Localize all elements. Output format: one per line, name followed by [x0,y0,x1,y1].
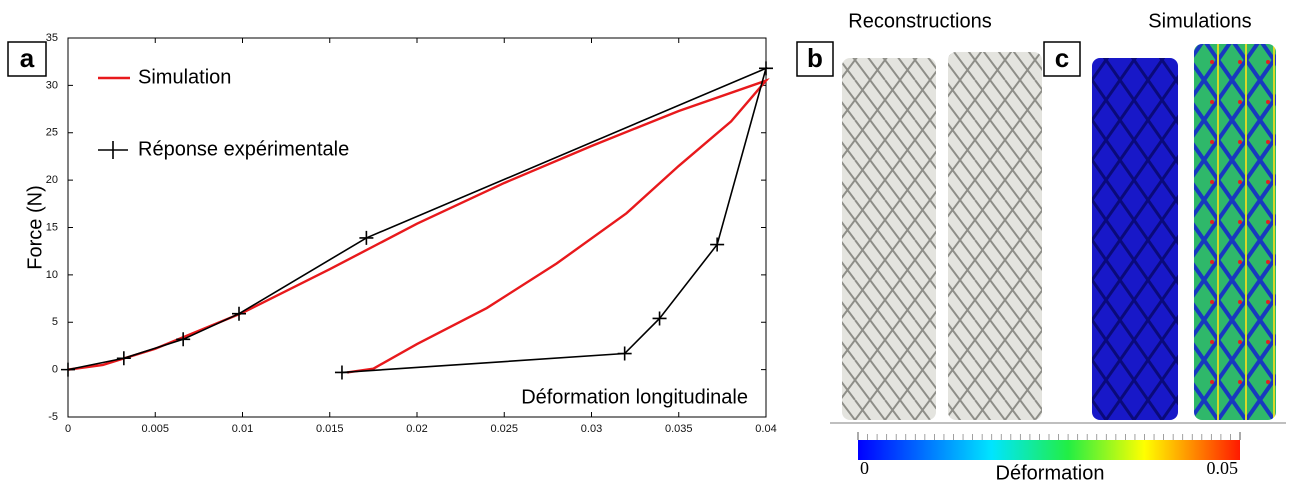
y-tick-label: 15 [46,221,58,233]
panel-label-box [7,41,47,77]
panel-label: a [20,43,35,73]
braid-image [948,52,1042,420]
panel-label-box [796,41,834,77]
data-marker [617,346,632,361]
data-marker [176,332,191,347]
data-marker [652,311,667,326]
y-axis-label: Force (N) [24,185,46,269]
data-marker [61,362,75,377]
y-tick-label: -5 [48,411,58,423]
y-tick-label: 5 [52,316,58,328]
x-tick-label: 0.035 [665,423,693,435]
legend-marker [98,141,128,159]
panel-label: c [1055,43,1069,73]
panel-title: Simulations [1148,10,1251,32]
y-tick-label: 35 [46,32,58,44]
x-tick-label: 0.02 [406,423,427,435]
plot: -5 0 5 10 15 20 25 30 35 0 0.005 0.01 0.015 0.02 0.025… [24,32,776,435]
colorbar-tick-label: 0.05 [1207,458,1239,478]
legend-label: Réponse expérimentale [138,138,349,160]
x-tick-label: 0.005 [141,423,169,435]
x-tick-label: 0.01 [232,423,253,435]
x-tick-label: 0.015 [316,423,344,435]
y-tick-label: 0 [52,364,58,376]
plot-frame [67,37,767,418]
y-tick-label: 25 [46,127,58,139]
data-marker [232,306,247,321]
legend-label: Simulation [138,66,231,88]
colorbar-gradient [858,440,1240,460]
y-tick-label: 30 [46,79,58,91]
x-tick-label: 0.04 [755,423,776,435]
x-axis-label: Déformation longitudinale [521,386,748,408]
x-tick-label: 0 [65,423,71,435]
y-tick-label: 20 [46,174,58,186]
panel-label: b [807,43,823,73]
series-line [67,66,768,374]
data-marker [334,365,349,380]
panel-label-box [1043,41,1081,77]
colorbar-tick-label: 0 [860,458,869,478]
colorbar-label: Déformation [996,462,1105,484]
data-marker [759,61,773,76]
braid-image [1194,44,1276,420]
panel-title: Reconstructions [848,10,991,32]
braid-image [1092,58,1178,420]
series-line [67,78,770,374]
braid-image [842,58,936,420]
data-marker [359,230,374,245]
data-marker [710,237,725,252]
data-marker [116,351,131,366]
x-tick-label: 0.025 [490,423,518,435]
x-tick-label: 0.03 [581,423,602,435]
colorbar: 0 0.05 [857,432,1241,478]
y-tick-label: 10 [46,269,58,281]
